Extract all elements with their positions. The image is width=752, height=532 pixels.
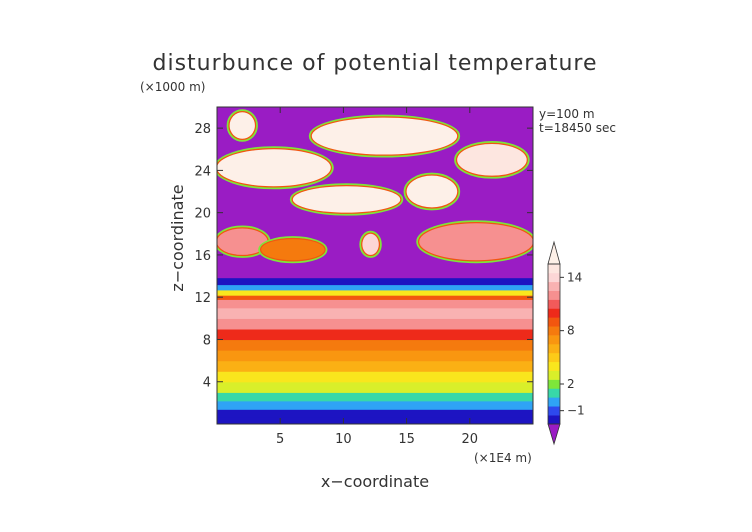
- colorbar-segment: [548, 352, 560, 363]
- feature-cell: [217, 149, 331, 187]
- feature-rim-outer: [289, 183, 404, 216]
- feature-cell: [292, 186, 401, 213]
- colorbar-segment: [548, 361, 560, 371]
- colorbar-segment: [548, 379, 560, 389]
- x-ticks: 5 10 15 20: [276, 107, 478, 447]
- feature-rim-inner: [405, 174, 459, 209]
- z-tick-label: 4: [203, 376, 211, 391]
- x-axis-label: x−coordinate: [321, 472, 429, 491]
- feature-rim-inner: [217, 148, 332, 188]
- y-axis-label: z−coordinate: [168, 184, 187, 291]
- profile-band: [217, 278, 533, 286]
- z-tick-label: 16: [194, 249, 211, 264]
- colorbar-segment: [548, 317, 560, 327]
- colorbar-segment: [548, 370, 560, 380]
- colorbar-segment: [548, 308, 560, 318]
- feature-cell: [217, 228, 268, 255]
- colorbar-segment: [548, 406, 560, 416]
- feature-cell: [406, 175, 458, 208]
- z-ticks: 4 8 12 16 20 24 28: [194, 122, 533, 391]
- feature-cell: [419, 223, 533, 261]
- x-unit-label: (×1E4 m): [474, 451, 532, 465]
- colorbar-segment: [548, 344, 560, 354]
- feature-rim-inner: [310, 116, 459, 156]
- profile-band: [217, 381, 533, 393]
- colorbar-segment: [548, 326, 560, 336]
- feature-rim-inner: [228, 111, 257, 140]
- colorbar-segment: [548, 272, 560, 283]
- profile-band: [217, 284, 533, 291]
- colorbar-arrow-top: [547, 240, 561, 265]
- feature-rim-outer: [308, 114, 461, 158]
- colorbar-tick-label: 14: [567, 270, 582, 284]
- feature-rim-outer: [403, 172, 461, 211]
- chart-title: disturbunce of potential temperature: [153, 51, 598, 76]
- colorbar-segment: [548, 335, 560, 345]
- feature-rim-inner: [259, 237, 326, 262]
- feature-rim-outer: [416, 220, 533, 264]
- x-tick-label: 15: [398, 432, 415, 447]
- profile-band: [217, 328, 533, 341]
- profile-band: [217, 360, 533, 372]
- profile-band: [217, 289, 533, 296]
- colorbar-segment: [548, 299, 560, 309]
- profile-band: [217, 409, 533, 418]
- feature-rim-outer: [359, 230, 382, 258]
- annotation-time: t=18450 sec: [539, 121, 616, 135]
- colorbar-segment: [548, 290, 560, 300]
- profile-band: [217, 339, 533, 351]
- annotation-y: y=100 m: [539, 107, 595, 121]
- x-tick-label: 10: [335, 432, 352, 447]
- colorbar: −1 2 8 14: [547, 240, 585, 446]
- profile-band: [217, 299, 533, 309]
- profile-band: [217, 392, 533, 402]
- colorbar-segment: [548, 264, 560, 274]
- colorbar-segment: [548, 281, 560, 291]
- colorbar-segment: [548, 397, 560, 407]
- profile-band: [217, 307, 533, 319]
- x-tick-label: 5: [276, 432, 284, 447]
- colorbar-segment: [548, 388, 560, 398]
- colorbar-tick-label: 2: [567, 377, 575, 391]
- z-tick-label: 20: [194, 207, 211, 222]
- feature-cell: [229, 112, 255, 139]
- feature-cell: [362, 233, 379, 255]
- colorbar-tick-label: −1: [567, 404, 585, 418]
- z-tick-label: 24: [194, 164, 211, 179]
- feature-rim-inner: [361, 232, 381, 257]
- feature-rim-inner: [455, 142, 528, 177]
- feature-cell: [311, 117, 458, 155]
- colorbar-arrow-bottom: [547, 423, 561, 446]
- feature-rim-inner: [418, 221, 533, 262]
- colorbar-frame: [547, 263, 561, 425]
- colorbar-segment: [548, 415, 560, 425]
- profile-band: [217, 350, 533, 362]
- feature-rim-inner: [291, 185, 402, 214]
- profile-band: [217, 295, 533, 300]
- profile-band: [217, 318, 533, 330]
- z-tick-label: 28: [194, 122, 211, 137]
- plot-frame: [216, 106, 534, 425]
- profile-band: [217, 371, 533, 383]
- feature-rim-outer: [217, 146, 334, 190]
- feature-rim-outer: [454, 140, 530, 179]
- colorbar-tick-label: 8: [567, 324, 575, 338]
- feature-cell: [457, 143, 527, 176]
- z-tick-label: 8: [203, 333, 211, 348]
- profile-band: [217, 416, 533, 424]
- z-unit-label: (×1000 m): [140, 80, 205, 94]
- feature-rim-outer: [226, 109, 258, 142]
- x-tick-label: 20: [462, 432, 479, 447]
- feature-rim-outer: [258, 236, 328, 264]
- plot-area: [216, 106, 534, 425]
- z-tick-label: 12: [194, 291, 211, 306]
- profile-band: [217, 400, 533, 410]
- feature-cell: [261, 239, 325, 261]
